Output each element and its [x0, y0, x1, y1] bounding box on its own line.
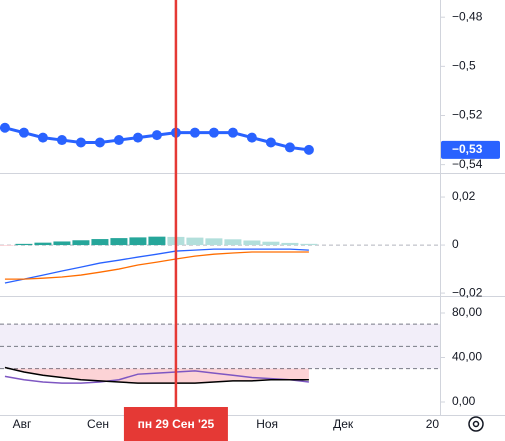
point: [303, 144, 314, 155]
x-tick-label: 20: [426, 417, 440, 431]
point: [75, 137, 86, 148]
histogram-bar: [148, 236, 166, 246]
gear-center[interactable]: [472, 420, 480, 428]
x-tick-label: Авг: [13, 417, 32, 431]
histogram-bar: [53, 241, 71, 246]
line: [4, 366, 309, 384]
point: [0, 122, 10, 133]
line: [4, 251, 309, 280]
histogram-bar: [0, 245, 14, 246]
x-tick-label: Ноя: [256, 417, 278, 431]
histogram-bar: [15, 243, 33, 246]
gear-outline[interactable]: [468, 416, 484, 432]
point: [113, 135, 124, 146]
point: [132, 132, 143, 143]
crosshair-label: пн 29 Сен '25: [138, 417, 215, 431]
y-tick-label: 0,02: [452, 189, 476, 203]
histogram-bar: [262, 241, 280, 246]
y-tick-label: −0,5: [452, 59, 476, 73]
y-tick-label: 0: [452, 237, 459, 251]
y-tick-label: 40,00: [452, 350, 482, 364]
settings-icon[interactable]: [468, 416, 484, 432]
y-tick-label: 0,00: [452, 394, 476, 408]
x-tick-label: Дек: [333, 417, 354, 431]
histogram-bar: [205, 238, 223, 246]
point: [18, 127, 29, 138]
histogram-bar: [91, 239, 109, 246]
last-value-label: −0,53: [452, 142, 483, 156]
plot-area: [0, 0, 440, 415]
histogram-bar: [186, 237, 204, 246]
last-value-box: [441, 140, 500, 159]
histogram-bar: [129, 237, 147, 246]
histogram-bar: [224, 239, 242, 246]
point: [265, 137, 276, 148]
point: [189, 127, 200, 138]
line: [4, 370, 309, 384]
histogram-bar: [243, 240, 261, 246]
histogram-bar: [34, 242, 52, 246]
point: [151, 130, 162, 141]
point: [246, 132, 257, 143]
point: [37, 132, 48, 143]
histogram-bar: [300, 243, 318, 246]
point: [94, 137, 105, 148]
y-tick-label: −0,02: [452, 285, 483, 299]
y-tick-label: −0,52: [452, 108, 483, 122]
y-tick-label: 80,00: [452, 305, 482, 319]
point: [284, 142, 295, 153]
histogram-bar: [110, 238, 128, 246]
point: [227, 127, 238, 138]
crosshair-label-box: [123, 407, 228, 441]
y-tick-label: −0,54: [452, 157, 483, 171]
point: [56, 135, 67, 146]
point: [208, 127, 219, 138]
line: [4, 248, 309, 284]
y-tick-label: −0,48: [452, 9, 483, 23]
histogram-bar: [72, 240, 90, 246]
x-tick-label: Сен: [87, 417, 109, 431]
histogram-bar: [281, 242, 299, 246]
axes: −0,48 −0,5 −0,52 −0,54−0,53 0,02 0 −0,02 80,00 4…: [13, 9, 500, 441]
